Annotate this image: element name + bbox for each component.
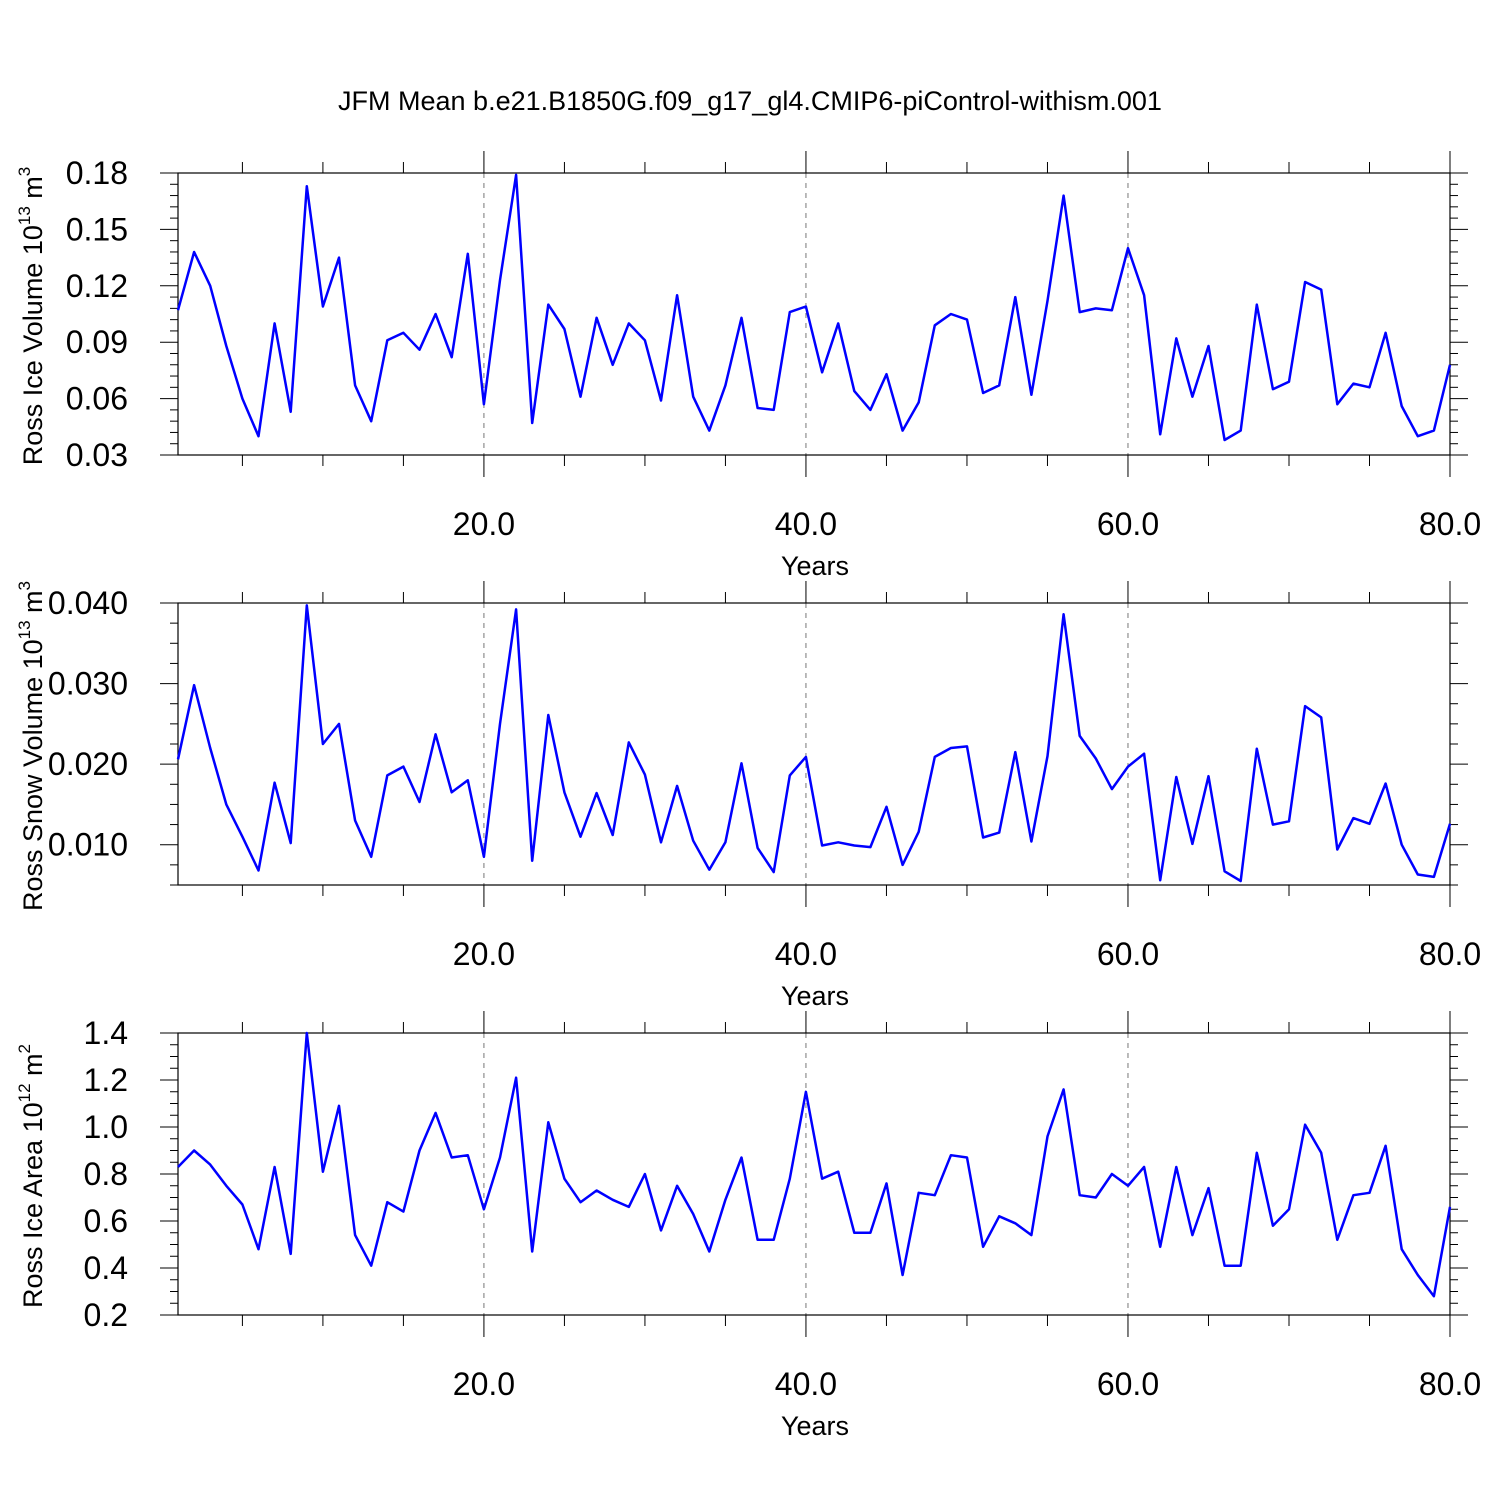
x-tick-label: 80.0 (1419, 936, 1481, 972)
y-tick-label: 0.6 (84, 1203, 128, 1239)
x-tick-label: 40.0 (775, 506, 837, 542)
x-tick-label: 60.0 (1097, 936, 1159, 972)
y-tick-label: 0.06 (66, 381, 128, 417)
y-tick-label: 0.010 (48, 827, 128, 863)
x-tick-label: 20.0 (453, 1366, 515, 1402)
y-axis-label: Ross Ice Area 1012 m2 (15, 1044, 48, 1308)
x-tick-label: 80.0 (1419, 1366, 1481, 1402)
x-axis-label: Years (781, 981, 849, 1011)
x-axis-label: Years (781, 551, 849, 581)
x-tick-label: 40.0 (775, 1366, 837, 1402)
plot-frame (177, 172, 1451, 456)
plot-frame (177, 602, 1451, 886)
x-tick-label: 20.0 (453, 506, 515, 542)
series-line (177, 1031, 1452, 1298)
x-tick-label: 80.0 (1419, 506, 1481, 542)
y-tick-label: 0.12 (66, 268, 128, 304)
x-tick-label: 60.0 (1097, 1366, 1159, 1402)
series-line (176, 173, 1452, 442)
y-axis-label: Ross Snow Volume 1013 m3 (15, 581, 48, 911)
series-line (176, 604, 1452, 883)
y-tick-label: 0.4 (84, 1250, 128, 1286)
x-tick-label: 40.0 (775, 936, 837, 972)
y-axis-label: Ross Ice Volume 1013 m3 (15, 167, 48, 466)
y-tick-label: 0.18 (66, 155, 128, 191)
panel-3: 0.2 0.4 0.6 0.8 1.0 1.2 1.4 20.0 40.0 60.0 80.0 Yea… (15, 1011, 1481, 1441)
y-tick-label: 0.030 (48, 666, 128, 702)
y-tick-label: 0.8 (84, 1156, 128, 1192)
y-tick-label: 0.15 (66, 211, 128, 247)
panel-1: 0.03 0.06 0.09 0.12 0.15 0.18 20.0 40.0 60.0 80.0… (15, 151, 1481, 581)
plot-frame (177, 1032, 1451, 1316)
x-tick-label: 20.0 (453, 936, 515, 972)
panel-2: 0.010 0.020 0.030 0.040 20.0 40.0 60.0 80.0 Year… (15, 581, 1481, 1011)
y-tick-label: 1.0 (84, 1109, 128, 1145)
panels: 0.03 0.06 0.09 0.12 0.15 0.18 20.0 40.0 60.0 80.0… (15, 151, 1481, 1441)
chart-title: JFM Mean b.e21.B1850G.f09_g17_gl4.CMIP6-… (338, 86, 1162, 116)
y-tick-label: 0.03 (66, 437, 128, 473)
y-tick-label: 1.4 (84, 1015, 128, 1051)
y-tick-label: 1.2 (84, 1062, 128, 1098)
y-tick-label: 0.020 (48, 746, 128, 782)
x-tick-label: 60.0 (1097, 506, 1159, 542)
y-tick-label: 0.040 (48, 585, 128, 621)
x-axis-label: Years (781, 1411, 849, 1441)
y-tick-label: 0.09 (66, 324, 128, 360)
y-tick-label: 0.2 (84, 1297, 128, 1333)
